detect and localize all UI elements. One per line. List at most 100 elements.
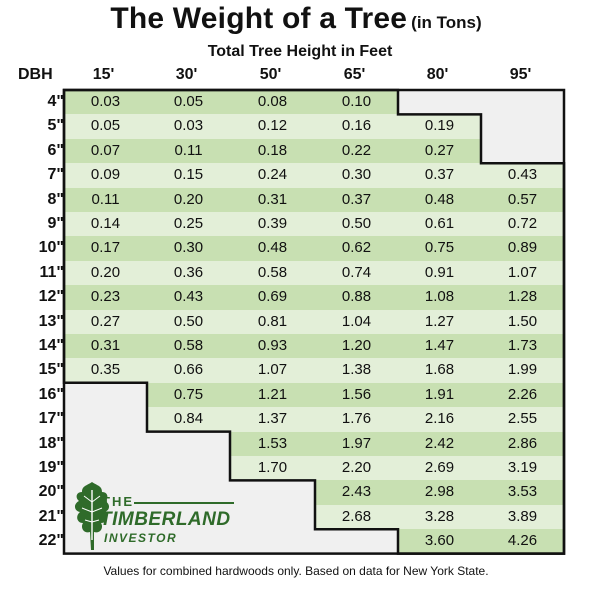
table-cell: 2.16 bbox=[398, 407, 481, 432]
table-cell: 1.28 bbox=[481, 285, 564, 310]
table-cell: 0.17 bbox=[64, 236, 147, 261]
column-header: 95' bbox=[509, 66, 532, 83]
table-cell: 0.72 bbox=[481, 212, 564, 237]
table-cell: 0.50 bbox=[147, 309, 230, 334]
row-header: 16" bbox=[38, 385, 64, 403]
logo-text-the: THE bbox=[102, 494, 134, 509]
table-cell: 0.58 bbox=[147, 334, 230, 359]
table-cell: 0.20 bbox=[147, 187, 230, 212]
table-cell: 0.07 bbox=[64, 138, 147, 164]
table-cell: 1.73 bbox=[481, 334, 564, 359]
table-cell: 1.91 bbox=[398, 382, 481, 408]
table-cell: 0.25 bbox=[147, 212, 230, 237]
table-cell: 1.08 bbox=[398, 285, 481, 310]
empty-cell bbox=[147, 529, 230, 554]
row-header: 5" bbox=[47, 117, 64, 135]
table-frame bbox=[62, 88, 566, 555]
table-cell: 2.98 bbox=[398, 480, 481, 505]
table-cell: 0.48 bbox=[398, 187, 481, 212]
empty-cell bbox=[147, 456, 230, 481]
empty-cell bbox=[64, 529, 147, 554]
table-cell: 0.84 bbox=[147, 407, 230, 432]
table-cell: 0.91 bbox=[398, 260, 481, 286]
page-title: The Weight of a Tree (in Tons) bbox=[0, 2, 592, 38]
table-cell: 0.89 bbox=[481, 236, 564, 261]
row-header: 13" bbox=[38, 312, 64, 330]
table-cell: 2.42 bbox=[398, 431, 481, 456]
row-header: 21" bbox=[38, 507, 64, 525]
column-header: 50' bbox=[259, 66, 282, 83]
table-cell: 0.11 bbox=[64, 187, 147, 212]
table-cell: 2.86 bbox=[481, 431, 564, 456]
table-cell: 0.22 bbox=[315, 138, 398, 164]
table-cell: 0.05 bbox=[64, 114, 147, 139]
row-header: 10" bbox=[38, 239, 64, 257]
table-cell: 1.97 bbox=[315, 431, 398, 456]
row-header: 7" bbox=[47, 166, 64, 184]
table-cell: 0.74 bbox=[315, 260, 398, 286]
table-cell: 0.58 bbox=[230, 260, 315, 286]
empty-cell bbox=[147, 504, 230, 530]
empty-cell bbox=[398, 90, 481, 115]
table-cell: 1.68 bbox=[398, 358, 481, 383]
table-cell: 0.57 bbox=[481, 187, 564, 212]
table-cell: 0.43 bbox=[481, 163, 564, 188]
table-cell: 0.37 bbox=[315, 187, 398, 212]
row-header: 6" bbox=[47, 141, 64, 159]
table-cell: 0.18 bbox=[230, 138, 315, 164]
table-cell: 0.24 bbox=[230, 163, 315, 188]
empty-cell bbox=[315, 529, 398, 554]
table-cell: 0.75 bbox=[147, 382, 230, 408]
table-cell: 0.03 bbox=[64, 90, 147, 115]
table-cell: 3.28 bbox=[398, 504, 481, 530]
table-cell: 0.14 bbox=[64, 212, 147, 237]
table-cell: 1.76 bbox=[315, 407, 398, 432]
table-cell: 3.60 bbox=[398, 529, 481, 554]
table-cell: 0.15 bbox=[147, 163, 230, 188]
title-unit: (in Tons) bbox=[411, 13, 482, 32]
logo-text-timberland: TIMBERLAND bbox=[100, 509, 231, 530]
table-cell: 0.66 bbox=[147, 358, 230, 383]
table-cell: 0.19 bbox=[398, 114, 481, 139]
empty-cell bbox=[64, 407, 147, 432]
table-cell: 0.50 bbox=[315, 212, 398, 237]
column-header: 15' bbox=[92, 66, 115, 83]
column-header: 30' bbox=[175, 66, 198, 83]
table-cell: 0.43 bbox=[147, 285, 230, 310]
table-cell: 0.69 bbox=[230, 285, 315, 310]
table-cell: 0.93 bbox=[230, 334, 315, 359]
table-cell: 0.62 bbox=[315, 236, 398, 261]
table-cell: 1.38 bbox=[315, 358, 398, 383]
table-cell: 4.26 bbox=[481, 529, 564, 554]
table-cell: 0.81 bbox=[230, 309, 315, 334]
row-header: 4" bbox=[47, 93, 64, 110]
table-cell: 0.08 bbox=[230, 90, 315, 115]
row-header: 20" bbox=[38, 483, 64, 501]
row-header: 17" bbox=[38, 410, 64, 428]
table-cell: 0.05 bbox=[147, 90, 230, 115]
table-cell: 2.55 bbox=[481, 407, 564, 432]
table-cell: 3.89 bbox=[481, 504, 564, 530]
table-cell: 0.36 bbox=[147, 260, 230, 286]
empty-cell bbox=[147, 431, 230, 456]
row-header: 15" bbox=[38, 361, 64, 379]
row-header: 18" bbox=[38, 434, 64, 452]
table-cell: 0.09 bbox=[64, 163, 147, 188]
table-cell: 2.69 bbox=[398, 456, 481, 481]
table-cell: 1.50 bbox=[481, 309, 564, 334]
table-cell: 0.61 bbox=[398, 212, 481, 237]
table-cell: 0.27 bbox=[64, 309, 147, 334]
empty-cell bbox=[64, 456, 147, 481]
empty-cell bbox=[230, 529, 315, 554]
dbh-header: DBH bbox=[18, 66, 53, 83]
table-cell: 3.53 bbox=[481, 480, 564, 505]
table-cell: 0.48 bbox=[230, 236, 315, 261]
table-cell: 3.19 bbox=[481, 456, 564, 481]
table-cell: 0.75 bbox=[398, 236, 481, 261]
table-cell: 1.07 bbox=[230, 358, 315, 383]
table-cell: 2.20 bbox=[315, 456, 398, 481]
empty-cell bbox=[64, 382, 147, 408]
table-cell: 0.37 bbox=[398, 163, 481, 188]
table-cell: 0.31 bbox=[64, 334, 147, 359]
